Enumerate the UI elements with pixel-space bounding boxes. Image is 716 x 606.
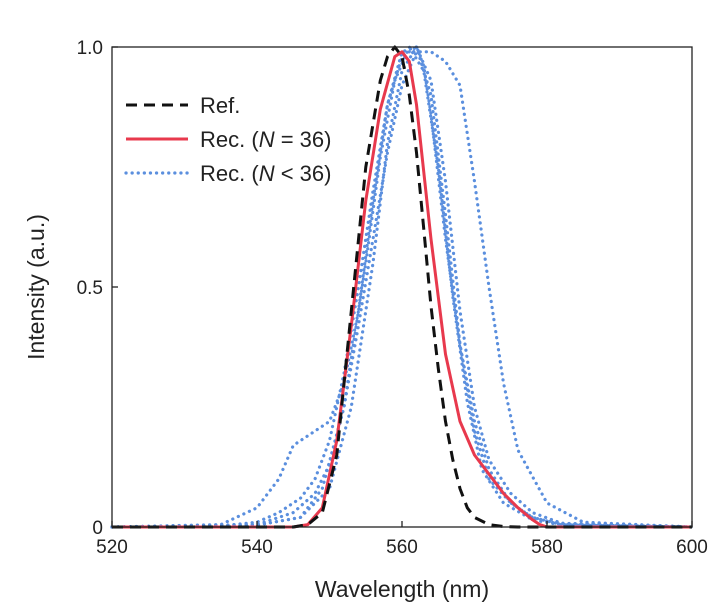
legend-label-rec_lt36: Rec. (N < 36) — [200, 161, 331, 186]
series-line-ref-7 — [112, 45, 692, 529]
y-tick-label-0.5: 0.5 — [77, 278, 103, 299]
series-line-rec_lt36-2 — [110, 45, 694, 529]
series-line-rec_lt36-4 — [110, 45, 694, 529]
x-tick-label-600: 600 — [676, 537, 708, 558]
plot-frame — [111, 46, 693, 528]
series-lines — [110, 45, 694, 529]
x-tick-label-580: 580 — [531, 537, 563, 558]
series-line-rec_lt36-5 — [110, 45, 694, 529]
y-axis-label: Intensity (a.u.) — [23, 214, 49, 360]
series-line-rec_lt36-1 — [110, 45, 694, 529]
x-tick-label-540: 540 — [241, 537, 273, 558]
y-tick-label-0: 0 — [92, 518, 103, 539]
legend-label-ref: Ref. — [200, 93, 240, 118]
series-line-rec_lt36-3 — [110, 50, 694, 529]
y-tick-label-1: 1.0 — [77, 38, 103, 59]
x-tick-label-520: 520 — [96, 537, 128, 558]
x-tick-label-560: 560 — [386, 537, 418, 558]
legend: Ref. Rec. (N = 36) Rec. (N < 36) — [124, 93, 331, 186]
series-line-rec36-6 — [112, 50, 692, 529]
axis-ticks: 520 540 560 580 600 0 0.5 1.0 — [77, 38, 708, 558]
x-axis-label: Wavelength (nm) — [315, 576, 489, 602]
legend-label-rec36: Rec. (N = 36) — [200, 127, 331, 152]
